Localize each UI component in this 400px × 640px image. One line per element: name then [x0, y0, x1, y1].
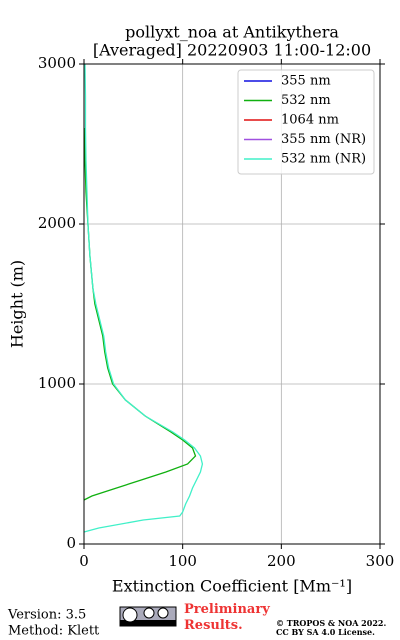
notice-text: Preliminary: [184, 602, 270, 617]
y-tick-label: 2000: [38, 214, 76, 232]
method: Method: Klett: [8, 624, 100, 639]
notice-text-2: Results.: [184, 618, 243, 633]
x-tick-label: 300: [366, 552, 395, 570]
copyright: © TROPOS & NOA 2022.: [276, 618, 386, 628]
legend-box: [237, 69, 375, 175]
y-axis-label: Height (m): [8, 260, 27, 348]
x-tick-label: 0: [79, 552, 89, 570]
legend-label: 532 nm (NR): [281, 152, 366, 167]
legend-label: 355 nm (NR): [281, 132, 366, 147]
legend: 355 nm 532 nm 1064 nm 355 nm (NR) 532 nm (NR…: [237, 69, 375, 175]
y-tick-label: 0: [66, 534, 76, 552]
x-tick-label: 200: [267, 552, 296, 570]
legend-label: 532 nm: [281, 93, 331, 108]
chart-title: pollyxt_noa at Antikythera: [125, 23, 339, 42]
profile-line: [83, 127, 197, 501]
y-tick-label: 1000: [38, 374, 76, 392]
license: CC BY SA 4.0 License.: [276, 627, 375, 637]
plot-frame: [83, 63, 381, 545]
cc-logo: [119, 606, 177, 627]
y-tick-label: 3000: [38, 54, 76, 72]
chart-subtitle: [Averaged] 20220903 11:00-12:00: [93, 41, 371, 60]
legend-label: 355 nm: [281, 74, 331, 89]
legend-label: 1064 nm: [281, 113, 339, 128]
version: Version: 3.5: [7, 608, 86, 623]
notice: Preliminary Results.: [184, 602, 274, 633]
x-tick-label: 100: [168, 552, 197, 570]
profile-line: [83, 63, 204, 533]
x-axis-label: Extinction Coefficient [Mm⁻¹]: [112, 577, 352, 596]
